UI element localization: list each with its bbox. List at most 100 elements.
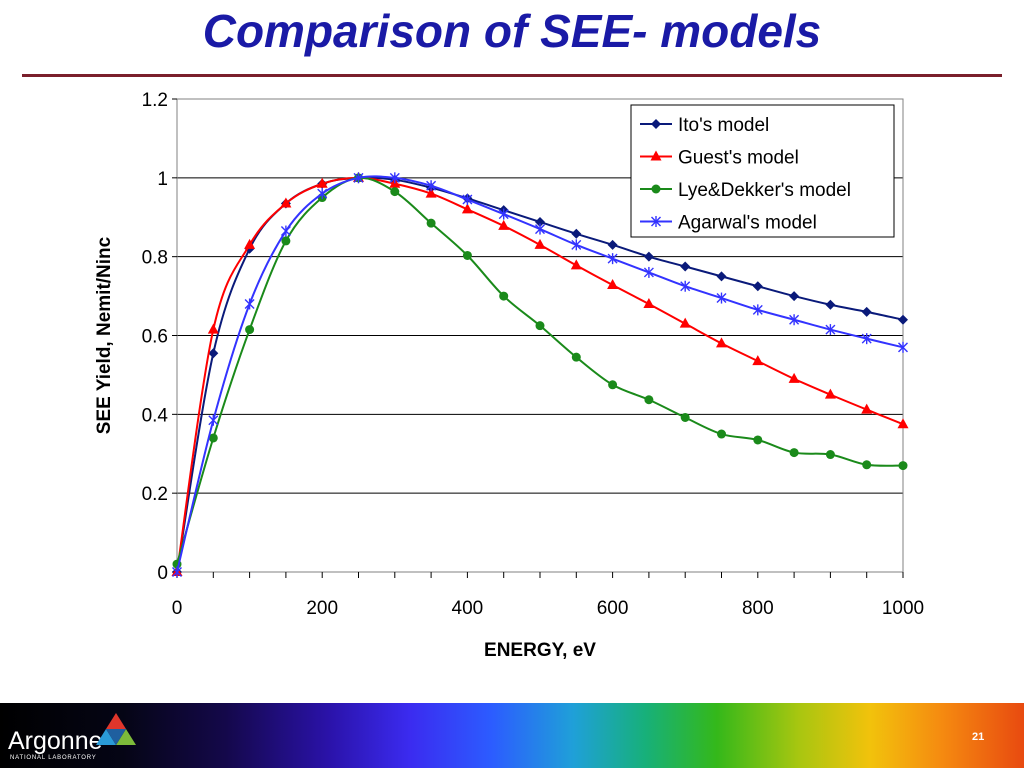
data-point-3-6	[389, 172, 400, 184]
data-point-2-17	[789, 448, 799, 458]
data-point-1-17	[788, 372, 800, 383]
legend-box	[630, 104, 895, 238]
data-point-3-10	[535, 223, 545, 235]
legend-item-0: Ito's model	[640, 115, 769, 136]
data-point-0-18	[825, 299, 836, 310]
data-point-1-20	[897, 418, 909, 429]
data-point-2-18	[825, 450, 835, 460]
x-tick-label-3: 600	[597, 598, 629, 619]
legend-item-3: Agarwal's model	[640, 213, 817, 234]
data-point-3-16	[752, 304, 763, 316]
y-tick-label-1: 0.2	[142, 484, 168, 505]
data-point-2-12	[608, 380, 618, 390]
see-yield-chart: 0 0.2 0.4 0.6 0.8 1 1.2 0 200 400 600 800 1000 ENERG…	[94, 90, 925, 661]
data-point-2-20	[898, 461, 908, 471]
series-1	[171, 171, 909, 576]
data-point-3-12	[607, 253, 618, 265]
data-point-1-16	[752, 355, 764, 366]
slide-title: Comparison of SEE- models	[202, 5, 822, 57]
data-point-2-14	[680, 412, 690, 422]
data-point-0-14	[680, 261, 691, 272]
legend: Ito's model Guest's model Lye&Dekker's mod…	[630, 104, 895, 238]
data-point-0-12	[607, 239, 618, 250]
data-point-1-1	[207, 323, 219, 334]
data-point-2-1	[208, 433, 218, 443]
data-point-0-17	[789, 291, 800, 302]
y-tick-label-4: 0.8	[142, 248, 168, 269]
data-point-2-3	[281, 236, 291, 246]
data-point-3-14	[680, 280, 691, 292]
y-tick-label-5: 1	[157, 169, 168, 190]
data-point-3-0	[172, 566, 182, 578]
data-point-1-15	[716, 337, 727, 348]
data-point-0-19	[861, 306, 872, 317]
data-point-2-7	[426, 218, 436, 228]
data-point-3-19	[861, 333, 872, 345]
x-tick-label-1: 200	[306, 598, 338, 619]
data-point-1-12	[607, 279, 619, 290]
series-lines	[171, 171, 909, 578]
x-tick-label-4: 800	[742, 598, 774, 619]
data-point-2-13	[644, 395, 654, 405]
x-tick-label-5: 1000	[882, 598, 924, 619]
data-point-2-9	[499, 291, 509, 301]
data-point-2-8	[462, 250, 472, 260]
legend-swatch-marker-3	[651, 216, 661, 227]
data-point-3-9	[498, 208, 509, 220]
data-point-3-11	[571, 239, 582, 251]
legend-label-2: Lye&Dekker's model	[678, 180, 851, 201]
data-point-2-16	[753, 435, 763, 445]
legend-label-1: Guest's model	[678, 148, 799, 169]
data-point-1-7	[425, 187, 437, 198]
series-3	[172, 172, 908, 578]
data-point-0-16	[752, 281, 763, 292]
title-divider	[22, 74, 1002, 77]
gridlines	[177, 177, 903, 494]
footer-bar: Argonne NATIONAL LABORATORY 21	[0, 703, 1024, 768]
data-point-2-15	[717, 429, 726, 439]
data-point-1-8	[461, 203, 473, 214]
legend-label-0: Ito's model	[678, 115, 769, 136]
data-point-0-1	[208, 348, 219, 359]
data-point-1-14	[679, 317, 691, 328]
legend-swatch-marker-1	[650, 150, 662, 161]
data-point-3-13	[643, 266, 654, 278]
y-tick-label-6: 1.2	[142, 90, 168, 111]
data-point-2-6	[390, 187, 400, 197]
page-number: 21	[972, 731, 985, 743]
data-point-0-10	[535, 216, 545, 227]
legend-item-1: Guest's model	[640, 148, 799, 169]
x-tick-label-0: 0	[172, 598, 183, 619]
y-axis-label: SEE Yield, Nemit/Ninc	[94, 236, 115, 434]
data-point-2-10	[535, 321, 545, 331]
y-tick-label-0: 0	[157, 563, 168, 584]
data-point-3-8	[462, 194, 473, 206]
y-tick-label-2: 0.4	[142, 405, 169, 426]
data-point-1-18	[824, 388, 836, 399]
data-point-1-2	[244, 238, 256, 249]
series-line-3	[176, 175, 904, 573]
data-point-2-19	[862, 460, 872, 470]
data-point-0-11	[571, 228, 582, 239]
y-tick-label-3: 0.6	[142, 327, 168, 348]
data-point-1-10	[534, 238, 546, 249]
data-point-3-17	[789, 314, 800, 326]
data-point-0-20	[898, 314, 908, 325]
argonne-logo-subtitle: NATIONAL LABORATORY	[10, 755, 97, 761]
data-point-0-13	[643, 251, 654, 262]
data-point-3-1	[208, 414, 219, 426]
series-line-2	[176, 176, 904, 565]
data-point-3-15	[716, 292, 727, 304]
data-point-3-3	[280, 225, 291, 237]
data-point-1-3	[280, 197, 292, 208]
data-point-0-15	[716, 271, 727, 282]
data-point-1-4	[316, 177, 328, 188]
axes: 0 0.2 0.4 0.6 0.8 1 1.2 0 200 400 600 800 1000	[142, 90, 925, 619]
legend-label-3: Agarwal's model	[678, 213, 817, 234]
data-point-3-20	[898, 341, 908, 353]
legend-item-2: Lye&Dekker's model	[640, 180, 851, 201]
data-point-1-9	[498, 219, 510, 230]
data-point-3-4	[317, 188, 328, 200]
argonne-logo-icon	[96, 713, 136, 745]
data-point-3-18	[825, 324, 836, 336]
